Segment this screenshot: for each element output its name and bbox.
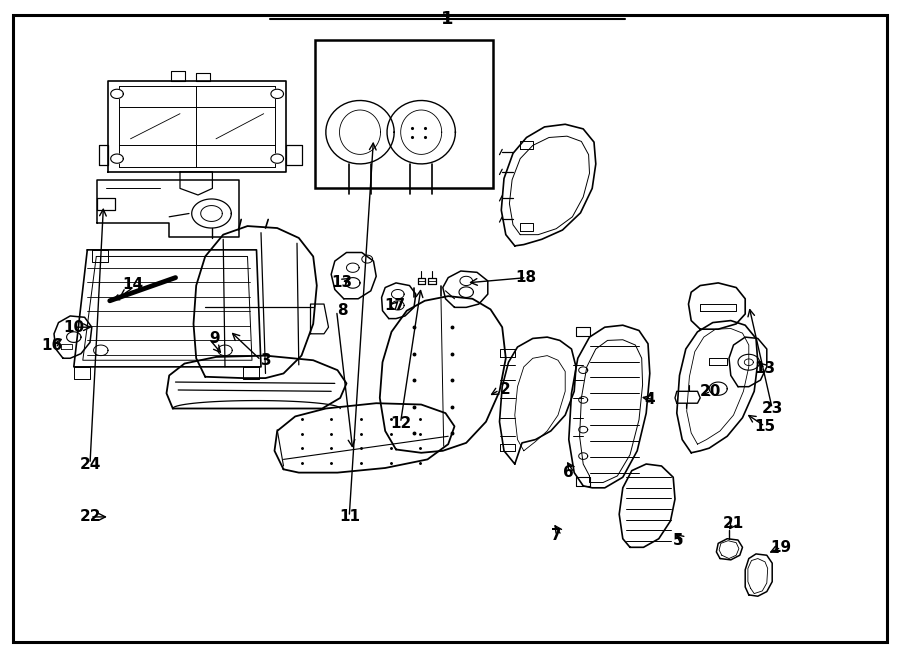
- Polygon shape: [99, 145, 108, 165]
- Text: 11: 11: [339, 510, 360, 524]
- Text: 3: 3: [261, 353, 272, 368]
- Text: 20: 20: [700, 384, 722, 399]
- Polygon shape: [380, 296, 506, 453]
- Polygon shape: [500, 337, 576, 464]
- Polygon shape: [166, 356, 346, 408]
- Polygon shape: [428, 278, 436, 284]
- Polygon shape: [716, 539, 742, 560]
- Text: 13: 13: [332, 276, 353, 290]
- Bar: [315, 40, 493, 188]
- Polygon shape: [180, 172, 212, 195]
- Text: 5: 5: [673, 533, 684, 548]
- Polygon shape: [501, 124, 596, 246]
- Text: 8: 8: [337, 303, 347, 318]
- Text: 1: 1: [441, 10, 454, 28]
- Polygon shape: [675, 391, 700, 403]
- Text: 16: 16: [41, 338, 63, 352]
- Polygon shape: [286, 145, 302, 165]
- Text: 21: 21: [723, 516, 744, 531]
- Text: 9: 9: [209, 331, 220, 346]
- Polygon shape: [443, 271, 488, 307]
- Text: 19: 19: [770, 540, 791, 555]
- Polygon shape: [271, 154, 284, 163]
- Polygon shape: [111, 89, 123, 98]
- Polygon shape: [382, 283, 416, 319]
- Text: 17: 17: [384, 298, 405, 313]
- Text: 18: 18: [516, 270, 536, 285]
- Polygon shape: [194, 226, 317, 378]
- Text: 22: 22: [79, 510, 101, 524]
- Polygon shape: [271, 89, 284, 98]
- Polygon shape: [745, 554, 772, 596]
- Text: 24: 24: [79, 457, 101, 471]
- Polygon shape: [569, 325, 650, 488]
- Text: 15: 15: [754, 419, 775, 434]
- Polygon shape: [111, 154, 123, 163]
- Text: 12: 12: [390, 416, 411, 430]
- Polygon shape: [196, 73, 210, 81]
- Polygon shape: [92, 250, 108, 262]
- Text: 23: 23: [761, 401, 783, 416]
- Text: 13: 13: [754, 361, 775, 375]
- Polygon shape: [171, 71, 184, 81]
- Polygon shape: [688, 283, 745, 329]
- Polygon shape: [97, 180, 238, 237]
- Polygon shape: [54, 316, 92, 358]
- Polygon shape: [97, 198, 115, 210]
- Text: 6: 6: [563, 465, 574, 480]
- Polygon shape: [619, 464, 675, 547]
- Polygon shape: [326, 100, 394, 164]
- Polygon shape: [677, 321, 758, 453]
- Text: 14: 14: [122, 277, 144, 292]
- Polygon shape: [274, 403, 454, 473]
- Polygon shape: [74, 250, 261, 367]
- Polygon shape: [310, 304, 328, 334]
- Polygon shape: [74, 367, 90, 379]
- Polygon shape: [243, 367, 259, 379]
- Text: 4: 4: [644, 393, 655, 407]
- Polygon shape: [387, 100, 455, 164]
- Polygon shape: [108, 81, 286, 172]
- Polygon shape: [192, 199, 231, 228]
- Text: 2: 2: [500, 383, 510, 397]
- Text: 10: 10: [64, 320, 85, 334]
- Polygon shape: [729, 337, 767, 387]
- Polygon shape: [331, 253, 376, 299]
- Text: 7: 7: [551, 528, 562, 543]
- Polygon shape: [418, 278, 425, 284]
